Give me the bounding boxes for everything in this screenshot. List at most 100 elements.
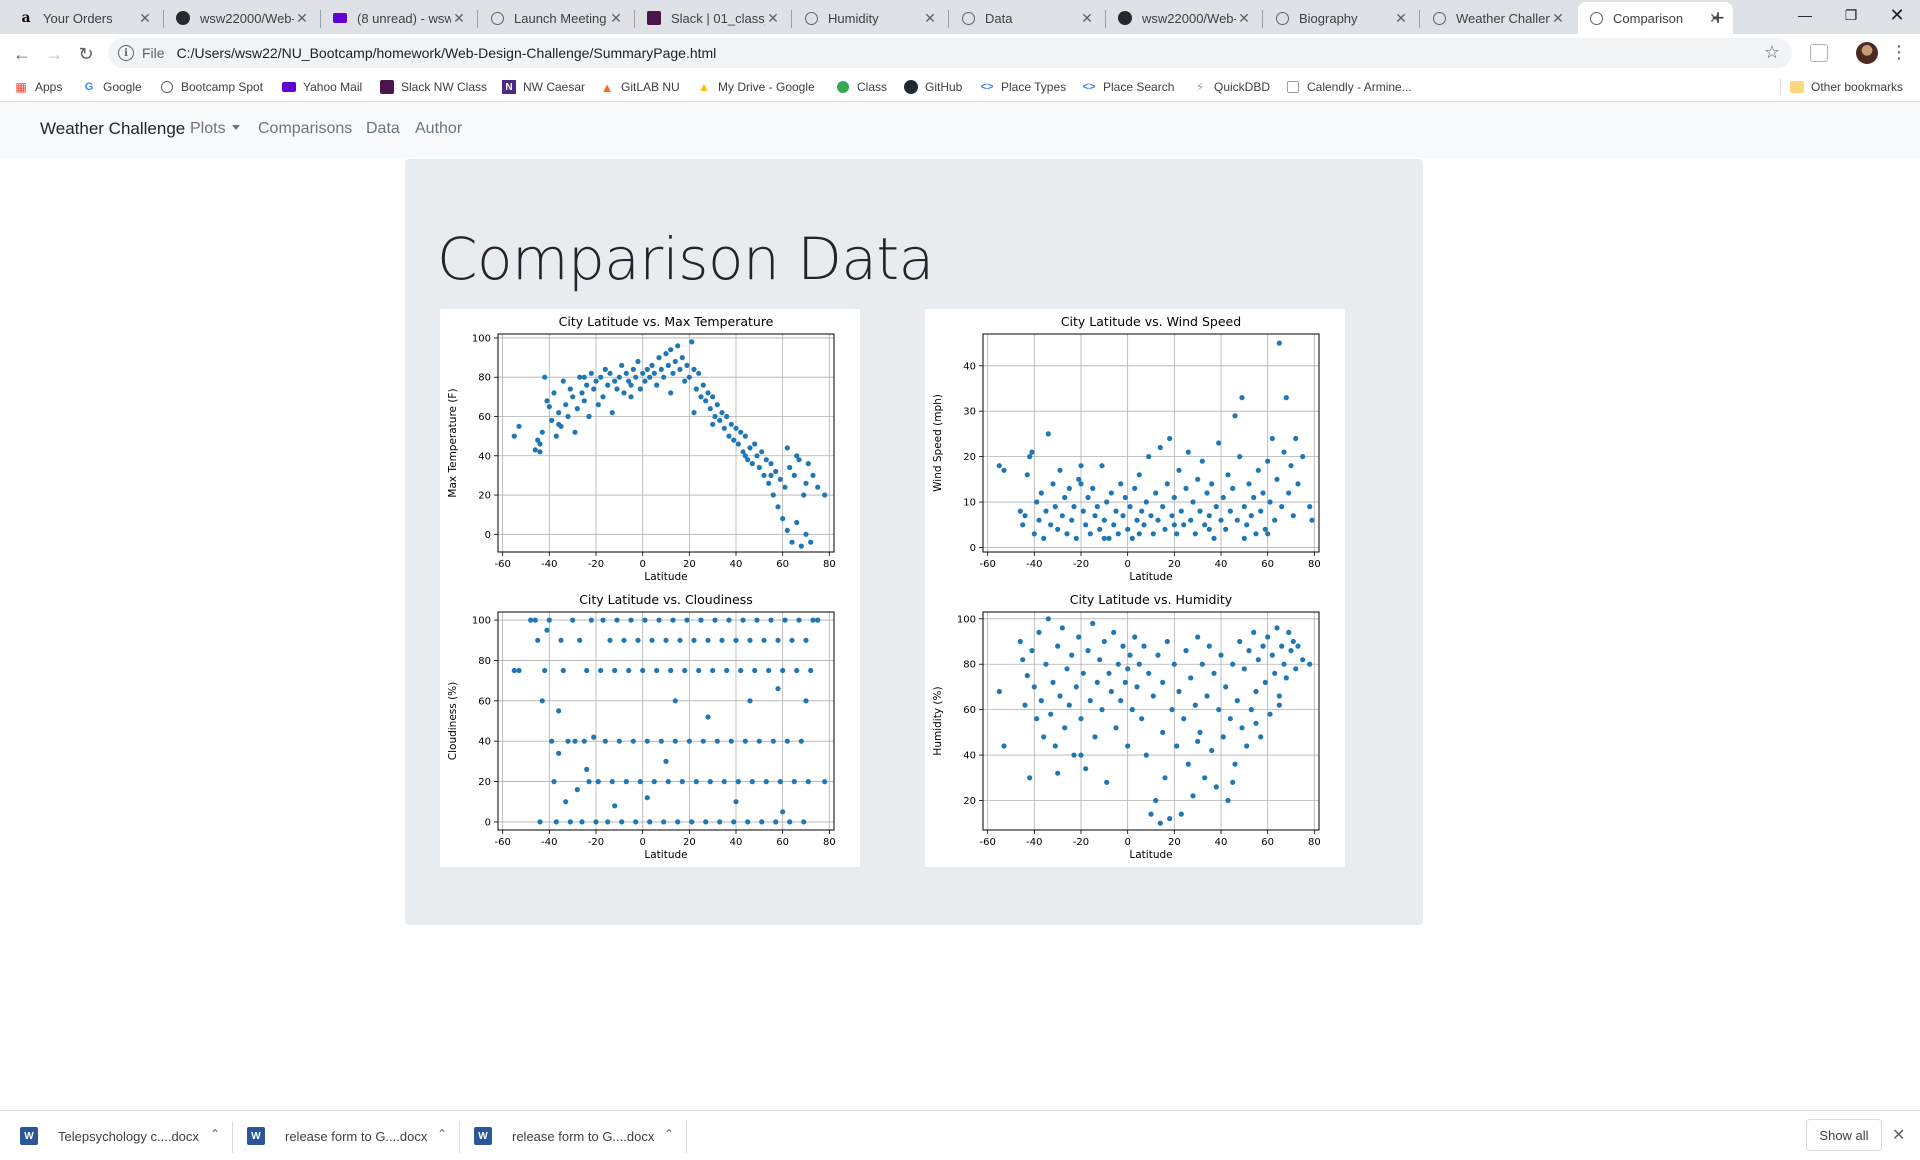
browser-tab[interactable]: Slack | 01_class_a✕	[636, 2, 791, 34]
downloads-close-icon[interactable]: ✕	[1892, 1127, 1906, 1144]
scatter-point	[749, 779, 755, 785]
window-close-icon[interactable]: ✕	[1889, 4, 1905, 25]
bookmark-item[interactable]: <> Place Search	[1082, 78, 1175, 96]
scatter-point	[1255, 657, 1261, 663]
y-tick-label: 100	[472, 333, 491, 344]
tab-close-icon[interactable]: ✕	[924, 9, 936, 26]
github-icon	[1117, 10, 1133, 26]
bookmark-item[interactable]: N NW Caesar	[502, 78, 585, 96]
scatter-point	[1022, 513, 1028, 519]
info-icon[interactable]: i	[118, 45, 134, 61]
browser-tab[interactable]: wsw22000/Web- ✕	[165, 2, 320, 34]
scatter-point	[626, 378, 632, 384]
tab-close-icon[interactable]: ✕	[1081, 9, 1093, 26]
scatter-point	[693, 779, 699, 785]
nav-comparisons[interactable]: Comparisons	[258, 120, 353, 137]
plot-frame	[982, 611, 1320, 831]
tab-close-icon[interactable]: ✕	[1552, 9, 1564, 26]
tab-close-icon[interactable]: ✕	[1709, 9, 1721, 26]
bookmark-item[interactable]: Class	[836, 78, 887, 96]
x-tick-label: -20	[1073, 559, 1089, 570]
scatter-point	[581, 374, 587, 380]
browser-tab[interactable]: Comparison ✕	[1578, 2, 1733, 34]
nav-data[interactable]: Data	[366, 120, 400, 137]
scatter-point	[689, 339, 695, 345]
browser-tab[interactable]: Biography ✕	[1264, 2, 1419, 34]
tab-close-icon[interactable]: ✕	[1238, 9, 1250, 26]
chevron-up-icon[interactable]: ⌃	[663, 1127, 674, 1141]
bookmarks-divider	[1780, 79, 1781, 95]
x-tick-label: 80	[1308, 837, 1321, 848]
browser-tab[interactable]: Data ✕	[950, 2, 1105, 34]
back-icon[interactable]: ←	[13, 43, 31, 64]
address-bar[interactable]: i File C:/Users/wsw22/NU_Bootcamp/homewo…	[108, 38, 1792, 68]
scatter-point	[1286, 629, 1292, 635]
scatter-point	[675, 819, 681, 825]
browser-tab[interactable]: Humidity ✕	[793, 2, 948, 34]
nav-plots-dropdown[interactable]: Plots	[190, 120, 240, 138]
bookmark-item[interactable]: Yahoo Mail	[282, 78, 362, 96]
other-bookmarks[interactable]: Other bookmarks	[1790, 78, 1903, 96]
tab-close-icon[interactable]: ✕	[767, 9, 779, 26]
bookmark-item[interactable]: Bootcamp Spot	[160, 78, 263, 96]
scatter-point	[537, 819, 543, 825]
scatter-point	[670, 370, 676, 376]
minimize-icon[interactable]: —	[1798, 7, 1812, 23]
forward-icon[interactable]: →	[45, 43, 63, 64]
bookmark-star-icon[interactable]: ☆	[1763, 42, 1780, 62]
bookmark-item[interactable]: <> Place Types	[980, 78, 1067, 96]
reload-icon[interactable]: ↻	[78, 43, 94, 64]
bookmark-item[interactable]: ▲ My Drive - Google	[697, 78, 815, 96]
tab-close-icon[interactable]: ✕	[610, 9, 622, 26]
tab-close-icon[interactable]: ✕	[139, 9, 151, 26]
bookmark-item[interactable]: Calendly - Armine...	[1286, 78, 1412, 96]
show-all-button[interactable]: Show all	[1806, 1119, 1882, 1151]
profile-avatar[interactable]	[1856, 42, 1878, 64]
tab-strip: a Your Orders ✕ wsw22000/Web- ✕ (8 unread) - …	[0, 0, 1920, 34]
restore-icon[interactable]: ❐	[1844, 6, 1858, 23]
tab-close-icon[interactable]: ✕	[453, 9, 465, 26]
nav-author[interactable]: Author	[415, 120, 463, 137]
scatter-point	[668, 347, 674, 353]
scatter-point	[1099, 707, 1105, 713]
browser-tab[interactable]: wsw22000/Web- ✕	[1107, 2, 1262, 34]
navbar-brand[interactable]: Weather Challenge	[40, 119, 186, 138]
scatter-point	[756, 464, 762, 471]
chevron-up-icon[interactable]: ⌃	[209, 1127, 220, 1141]
browser-tab[interactable]: a Your Orders ✕	[8, 2, 163, 34]
scatter-point	[789, 539, 795, 545]
browser-tab[interactable]: Weather Challen ✕	[1421, 2, 1576, 34]
gitlab-icon: ▲	[600, 79, 614, 95]
bookmark-item[interactable]: G Google	[82, 78, 142, 96]
address-url[interactable]: C:/Users/wsw22/NU_Bootcamp/homework/Web-…	[176, 45, 717, 61]
scatter-point	[1230, 485, 1236, 491]
browser-tab[interactable]: Launch Meeting ✕	[479, 2, 634, 34]
bookmark-item[interactable]: GitHub	[904, 78, 962, 96]
scatter-point	[1190, 499, 1196, 505]
menu-dots-icon[interactable]: ⋮	[1890, 42, 1908, 62]
scatter-point	[593, 378, 599, 384]
new-tab-button[interactable]: +	[1711, 5, 1725, 30]
scatter-point	[647, 819, 653, 825]
bookmark-item[interactable]: ⚡ QuickDBD	[1193, 78, 1270, 96]
tab-close-icon[interactable]: ✕	[296, 9, 308, 26]
scatter-point	[516, 423, 522, 429]
tab-title: (8 unread) - wsw	[357, 10, 451, 26]
chevron-up-icon[interactable]: ⌃	[436, 1127, 447, 1141]
browser-tab[interactable]: (8 unread) - wsw ✕	[322, 2, 477, 34]
tab-close-icon[interactable]: ✕	[1395, 9, 1407, 26]
bookmark-item[interactable]: Slack NW Class	[380, 78, 487, 96]
bookmark-label: Bootcamp Spot	[181, 80, 264, 94]
download-item[interactable]: W Telepsychology c....docx ⌃	[20, 1121, 220, 1151]
bookmark-item[interactable]: ▦ Apps	[14, 78, 62, 96]
x-axis-label: Latitude	[644, 849, 687, 861]
scatter-point	[1251, 629, 1257, 635]
scatter-point	[1141, 522, 1147, 528]
extension-icon[interactable]	[1810, 44, 1828, 62]
bookmark-item[interactable]: ▲ GitLAB NU	[600, 78, 680, 96]
scatter-point	[1276, 702, 1282, 708]
scatter-point	[1195, 738, 1201, 744]
scatter-point	[1260, 490, 1266, 496]
